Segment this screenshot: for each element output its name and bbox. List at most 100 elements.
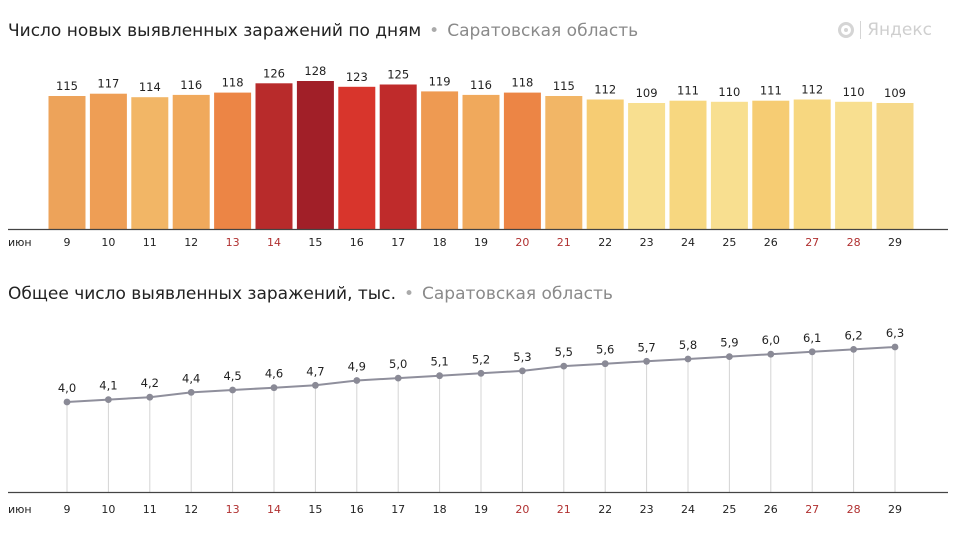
x-tick-label: 21: [557, 236, 571, 249]
point-value-label: 5,5: [555, 345, 573, 359]
bar: [628, 103, 666, 229]
bar-value-label: 115: [553, 79, 575, 93]
point-value-label: 6,0: [762, 333, 780, 347]
x-tick-label: 27: [805, 236, 819, 249]
bar-value-label: 126: [263, 66, 285, 80]
x-tick-label: 9: [64, 236, 71, 249]
data-point: [519, 367, 526, 375]
data-point: [63, 398, 71, 406]
bar: [255, 83, 293, 229]
data-point: [229, 386, 237, 394]
yandex-logo[interactable]: Яндекс: [838, 20, 932, 40]
x-tick-label: 16: [350, 236, 364, 249]
bar: [503, 92, 541, 229]
logo-divider: [860, 21, 862, 39]
bar: [669, 100, 707, 229]
x-tick-label: 11: [143, 503, 157, 516]
brand-label: Яндекс: [867, 20, 932, 40]
bar-value-label: 115: [56, 79, 78, 93]
bar: [876, 103, 914, 229]
bar: [545, 96, 583, 229]
x-tick-label: 20: [515, 236, 529, 249]
month-label: июн: [8, 236, 32, 249]
bar-value-label: 117: [97, 77, 119, 91]
x-tick-label: 17: [391, 503, 405, 516]
point-value-label: 4,0: [58, 381, 76, 395]
point-value-label: 4,5: [223, 369, 241, 383]
data-point: [767, 350, 775, 358]
bar-value-label: 112: [594, 83, 616, 97]
x-tick-label: 16: [350, 503, 364, 516]
data-point: [850, 346, 857, 353]
x-tick-label: 25: [722, 503, 736, 516]
x-tick-label: 12: [184, 503, 198, 516]
chart1-subtitle: Саратовская область: [447, 21, 639, 41]
title-separator: •: [403, 284, 415, 304]
point-value-label: 5,3: [513, 350, 531, 364]
bar: [89, 93, 127, 229]
x-tick-label: 10: [101, 503, 115, 516]
bar: [338, 86, 376, 229]
bar-value-label: 111: [677, 84, 699, 98]
x-tick-label: 13: [226, 503, 240, 516]
x-tick-label: 21: [557, 503, 571, 516]
bar-value-label: 109: [636, 86, 658, 100]
x-tick-label: 26: [764, 236, 778, 249]
bar-value-label: 109: [884, 86, 906, 100]
bar-value-label: 123: [346, 70, 368, 84]
point-value-label: 4,4: [182, 371, 200, 385]
bar: [296, 81, 334, 229]
data-point: [353, 377, 361, 384]
bar: [835, 101, 873, 229]
bar-value-label: 128: [304, 64, 326, 78]
x-tick-label: 12: [184, 236, 198, 249]
x-tick-label: 24: [681, 503, 695, 516]
yandex-logo-icon: [838, 22, 855, 38]
x-tick-label: 22: [598, 503, 612, 516]
x-tick-label: 28: [847, 236, 861, 249]
x-tick-label: 17: [391, 236, 405, 249]
x-tick-label: 29: [888, 503, 902, 516]
bar: [48, 96, 86, 229]
data-point: [891, 343, 899, 351]
bar-value-label: 119: [429, 74, 451, 88]
x-tick-label: 24: [681, 236, 695, 249]
bar-value-label: 116: [470, 78, 492, 92]
bar-value-label: 110: [718, 85, 740, 99]
data-point: [436, 372, 443, 380]
bar-value-label: 110: [843, 85, 865, 99]
data-point: [726, 353, 733, 360]
x-tick-label: 14: [267, 503, 281, 516]
bar-value-label: 112: [801, 83, 823, 97]
data-point: [312, 381, 319, 389]
bar: [131, 97, 169, 229]
data-point: [808, 348, 816, 356]
point-value-label: 5,9: [720, 336, 738, 350]
data-point: [560, 362, 568, 370]
point-value-label: 5,2: [472, 352, 490, 366]
x-tick-label: 15: [308, 236, 322, 249]
data-point: [477, 369, 485, 377]
data-point: [684, 355, 692, 363]
x-tick-label: 28: [847, 503, 861, 516]
chart2-subtitle: Саратовская область: [422, 284, 613, 304]
data-point: [105, 396, 112, 403]
bar-value-label: 118: [511, 76, 533, 90]
chart1-title: Число новых выявленных заражений по дням: [8, 21, 422, 41]
point-value-label: 5,1: [430, 355, 448, 369]
cumulative-cases-line-chart: 4,0 4,1 4,2 4,4 4,5 4,6 4,7 4,9 5,0 5,1 5,2 5,3 5,5 5…: [8, 326, 948, 516]
point-value-label: 6,3: [886, 326, 904, 340]
chart2-title-row: Общее число выявленных заражений, тыс. • С…: [8, 284, 613, 304]
x-tick-label: 25: [722, 236, 736, 249]
bar: [710, 101, 748, 229]
x-tick-label: 27: [805, 503, 819, 516]
point-value-label: 5,6: [596, 343, 614, 357]
data-point: [146, 393, 154, 401]
x-tick-label: 13: [226, 236, 240, 249]
point-value-label: 6,2: [844, 328, 862, 342]
bar-value-label: 114: [139, 80, 161, 94]
data-point: [394, 374, 402, 382]
bar: [214, 92, 252, 229]
chart2-title: Общее число выявленных заражений, тыс.: [8, 284, 396, 304]
